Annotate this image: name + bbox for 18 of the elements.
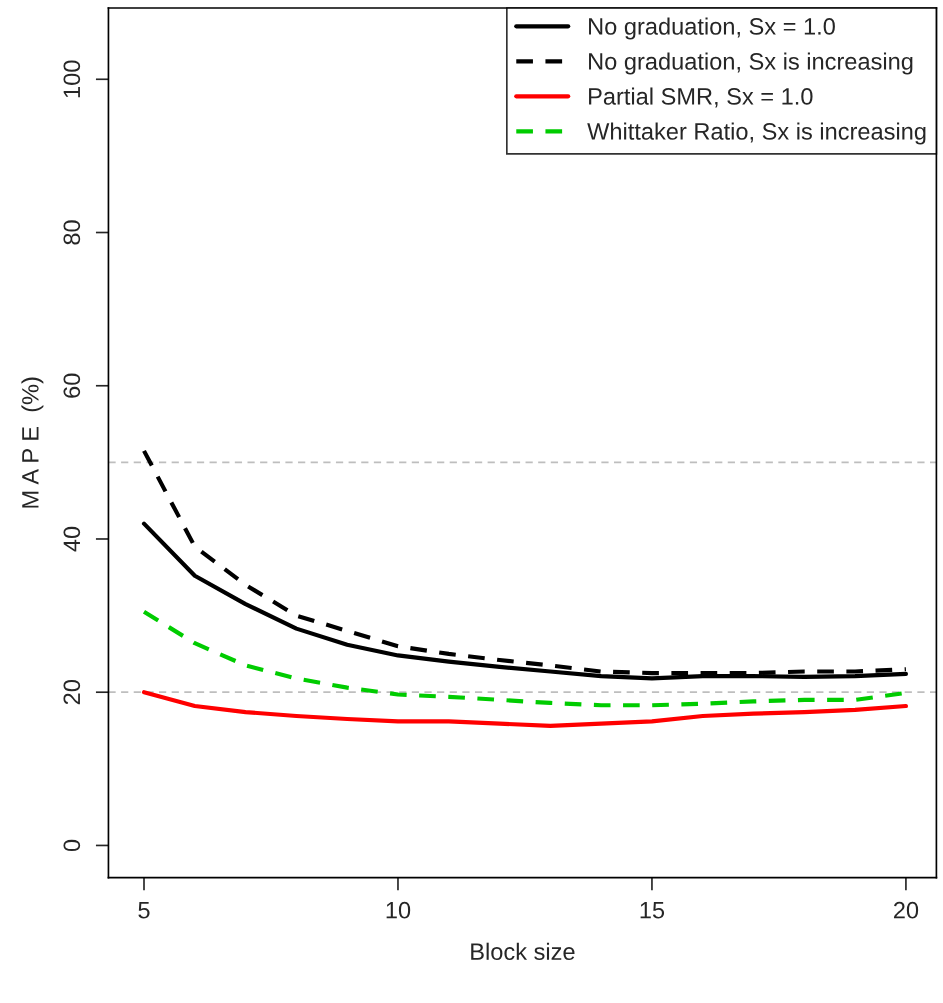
legend-label: No graduation, Sx is increasing	[589, 52, 913, 75]
x-tick-label: 10	[386, 901, 411, 919]
y-tick-label: 40	[63, 526, 81, 552]
legend-label: Whittaker Ratio, Sx is increasing	[587, 122, 926, 145]
y-tick-label: 20	[63, 680, 81, 705]
line-series	[141, 448, 909, 676]
y-tick-label: 100	[63, 60, 81, 98]
y-tick-label: 0	[63, 839, 81, 852]
x-tick-label: 5	[138, 902, 150, 919]
x-tick-label: 20	[893, 901, 919, 919]
y-tick-label: 80	[63, 220, 81, 245]
line-series	[141, 690, 909, 729]
x-axis-title: Block size	[471, 942, 575, 961]
y-tick-label: 60	[63, 373, 81, 398]
legend-label: Partial SMR, Sx = 1.0	[589, 87, 813, 108]
y-axis-title: M A P E (%)	[21, 377, 44, 508]
x-tick-label: 15	[640, 902, 665, 919]
legend-label: No graduation, Sx = 1.0	[589, 17, 835, 40]
